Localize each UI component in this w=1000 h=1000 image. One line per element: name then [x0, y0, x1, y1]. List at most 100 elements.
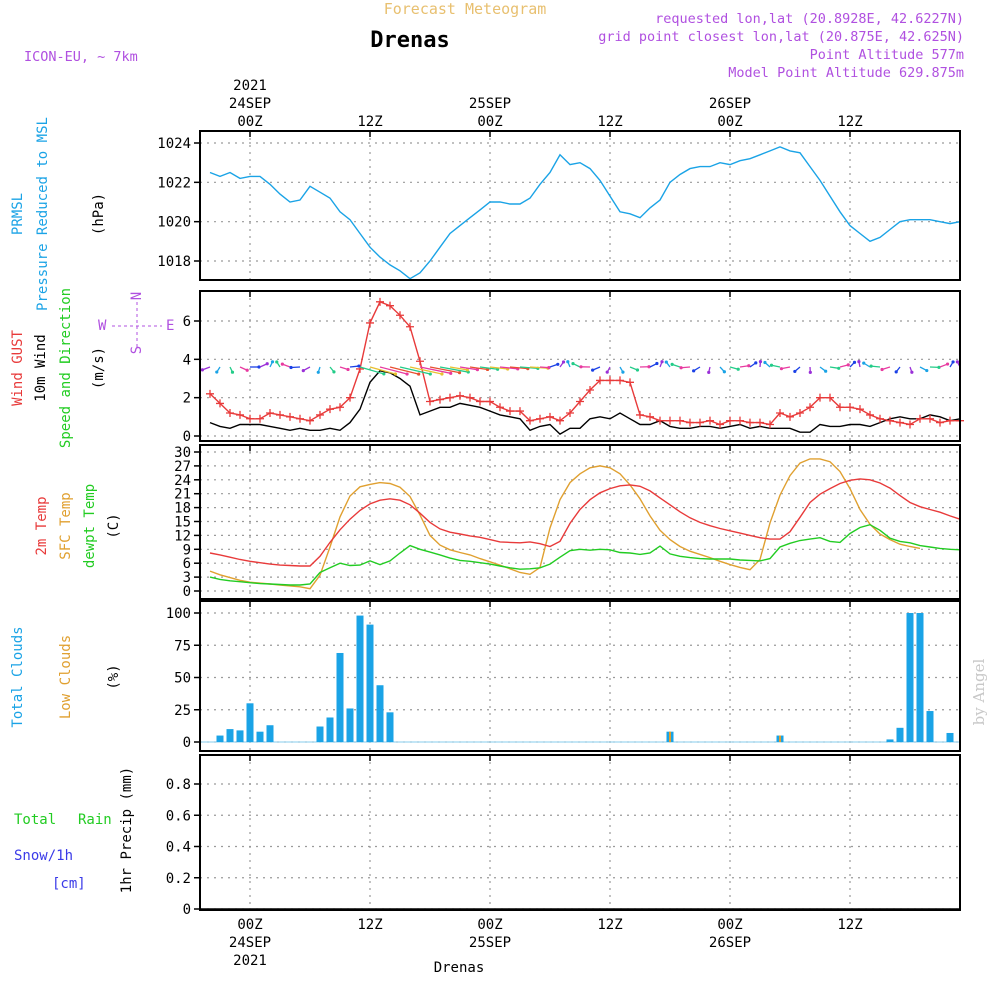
wind-direction-arrow [459, 366, 478, 371]
wind-10m-line [209, 370, 961, 435]
compass-west: W [98, 318, 107, 334]
wind-arrow-head [346, 367, 350, 372]
panel-frame-clouds [199, 600, 961, 752]
pressure-line [209, 146, 961, 280]
wind-gust-marker [516, 407, 524, 416]
wind-direction-arrow [389, 366, 419, 375]
panel-frame-pressure [199, 130, 961, 281]
total-clouds-bar [916, 613, 924, 742]
wind-arrow-head [837, 366, 841, 370]
wind-gust-marker [926, 414, 934, 423]
wind-gust-marker [906, 420, 914, 429]
ytick-label-pressure: 1022 [157, 175, 191, 191]
total-clouds-bar [336, 652, 344, 742]
ytick-label-precipitation: 0.8 [166, 777, 191, 793]
top-time-label: 00Z [717, 114, 742, 130]
total-clouds-bar [226, 729, 234, 742]
top-time-label: 26SEP [709, 96, 751, 112]
tick-labels: 1018102010221024024603691215182124273002… [157, 78, 862, 969]
wind-arrow-head [660, 360, 664, 364]
wind-gust-marker [586, 386, 594, 394]
wind-arrow-head [869, 364, 873, 368]
total-clouds-bar [346, 708, 354, 742]
ytick-label-precipitation: 0.2 [166, 871, 191, 887]
wind-gust-marker [656, 416, 664, 425]
ytick-label-temperature: 18 [174, 501, 191, 517]
wind-arrow-head [793, 369, 797, 374]
low-clouds-label: Low Clouds [58, 635, 74, 719]
wind-arrow-head [440, 372, 444, 376]
ytick-label-temperature: 6 [183, 556, 191, 572]
wind-gust-marker [366, 318, 374, 327]
ytick-label-wind: 2 [183, 391, 191, 407]
wind-gust-marker [216, 399, 224, 408]
ytick-label-clouds: 25 [174, 703, 191, 719]
wind-gust-marker [626, 378, 634, 387]
wind-arrow-head [808, 370, 812, 374]
wind-gust-marker [236, 410, 244, 419]
ytick-label-wind: 0 [183, 429, 191, 445]
total-clouds-bar [926, 711, 934, 742]
wind-arrow-head [754, 361, 758, 365]
wind-gust-marker [376, 297, 384, 306]
wind-direction-arrow [449, 366, 468, 371]
wind-arrow-head [561, 360, 566, 364]
panel-frames [199, 130, 961, 911]
total-clouds-bar [906, 613, 914, 742]
wind-direction-arrow [379, 366, 408, 375]
total-clouds-bar [366, 624, 374, 742]
precip-unit-label: 1hr Precip (mm) [119, 767, 135, 893]
wind-arrow-head [417, 372, 421, 376]
wind-arrow-head [670, 362, 674, 366]
sfc-temp-line [209, 458, 921, 590]
low-clouds-bar [669, 731, 671, 742]
wind-arrow-head [769, 363, 774, 367]
wind-gust-marker [696, 418, 704, 427]
compass-icon: N S W E [98, 292, 174, 354]
wind-arrow-head [852, 360, 857, 364]
wind-gust-marker [716, 420, 724, 429]
wind-arrow-head [679, 366, 683, 370]
wind-speed-dir-label: Speed and Direction [58, 288, 74, 448]
total-clouds-bar [356, 615, 364, 742]
wind-arrow-head [449, 371, 453, 375]
total-clouds-bar [946, 732, 954, 742]
ytick-label-pressure: 1020 [157, 215, 191, 231]
wind-gust-marker [666, 416, 674, 425]
wind-gust-marker [276, 410, 284, 419]
wind-gust-marker [476, 397, 484, 406]
wind-gust-marker [876, 414, 884, 423]
wind-arrow-head [763, 360, 767, 365]
wind-gust-marker [796, 409, 804, 417]
bottom-time-label: 12Z [837, 917, 862, 933]
wind-arrow-head [635, 368, 640, 372]
wind-direction-arrow [489, 366, 508, 370]
bottom-time-label: 26SEP [709, 935, 751, 951]
wind-arrow-head [270, 360, 275, 364]
wind-gust-marker [916, 414, 924, 423]
wind-arrow-head [937, 365, 941, 369]
wind-arrow-head [301, 369, 305, 373]
wind-gust-marker [446, 393, 454, 402]
wind-gust-marker [806, 403, 814, 412]
top-time-label: 12Z [357, 114, 382, 130]
wind-arrow-head [824, 369, 828, 373]
total-clouds-bar [266, 725, 274, 742]
wind-direction-arrow [359, 366, 385, 375]
wind-gust-marker [396, 311, 404, 320]
total-clouds-bar [376, 685, 384, 742]
pressure-unit-label: (hPa) [91, 193, 107, 235]
precip-snow-unit-label: [cm] [52, 876, 86, 892]
ytick-label-clouds: 0 [183, 735, 191, 751]
wind-arrow-head [245, 368, 249, 372]
wind-arrow-head [894, 370, 898, 374]
ytick-label-temperature: 15 [174, 515, 191, 531]
ytick-label-temperature: 21 [174, 487, 191, 503]
wind-direction-arrow [369, 366, 396, 375]
wind-arrow-head [880, 367, 884, 372]
ytick-label-precipitation: 0 [183, 902, 191, 918]
wind-arrow-head [257, 365, 261, 369]
bottom-time-label: 24SEP [229, 935, 271, 951]
wind-gust-marker [526, 416, 534, 425]
wind-arrow-head [566, 360, 570, 364]
